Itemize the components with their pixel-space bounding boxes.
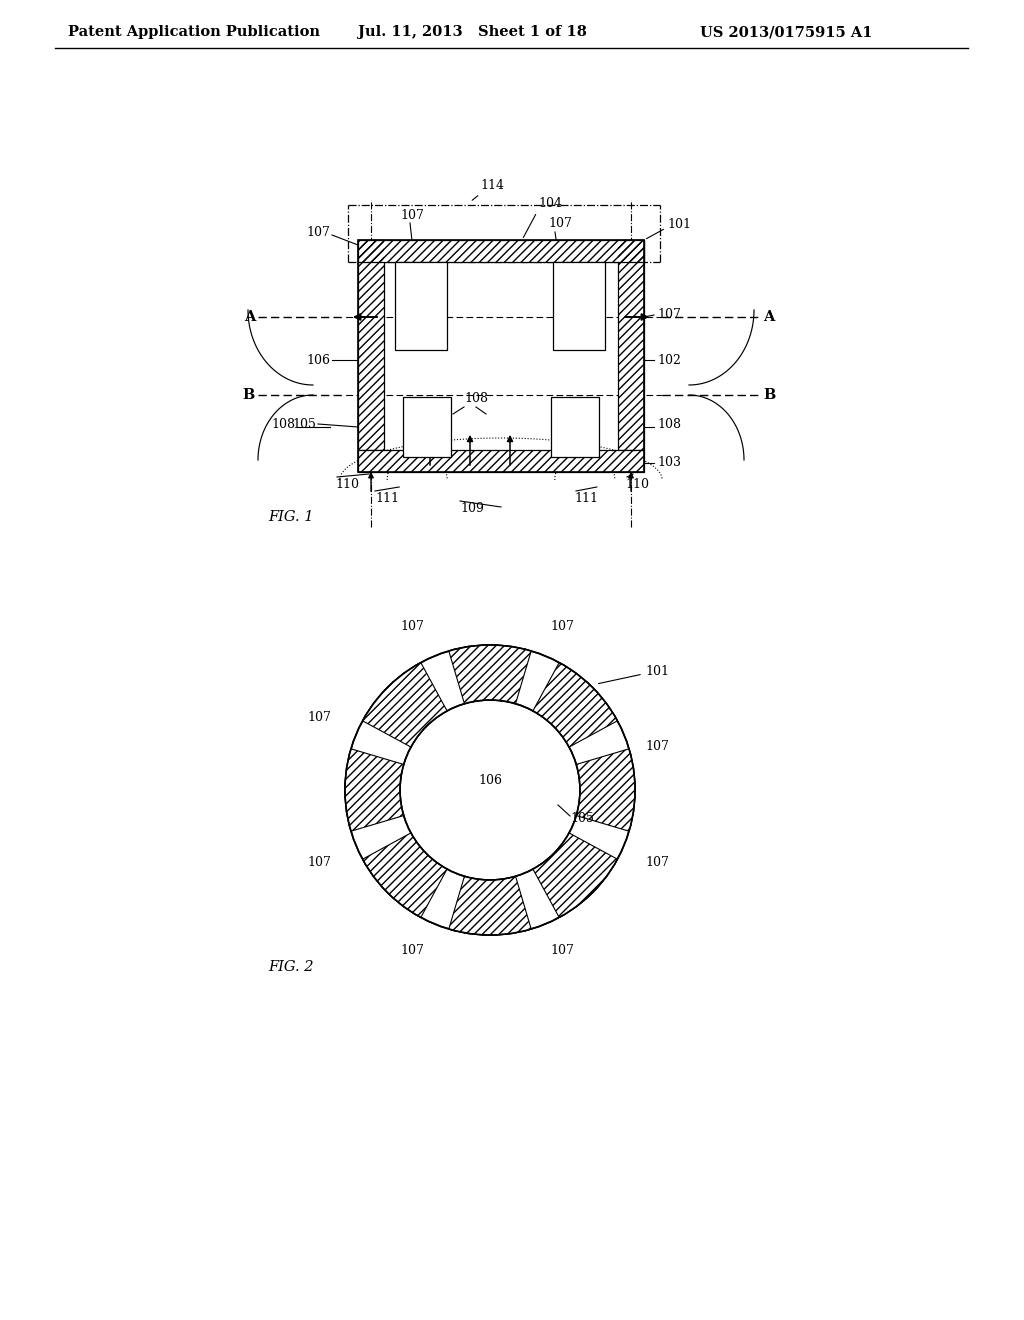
Text: 107: 107: [645, 855, 669, 869]
Bar: [395, 261, 447, 350]
Bar: [618, 240, 644, 450]
Wedge shape: [449, 876, 531, 935]
Wedge shape: [362, 833, 447, 917]
Bar: [358, 240, 644, 261]
Wedge shape: [532, 833, 617, 917]
Text: B: B: [243, 388, 255, 403]
Text: B: B: [763, 388, 775, 403]
Wedge shape: [532, 663, 617, 747]
Bar: [551, 397, 599, 457]
Text: FIG. 1: FIG. 1: [268, 510, 313, 524]
Text: 110: 110: [335, 478, 359, 491]
Bar: [358, 450, 644, 473]
Text: 107: 107: [548, 216, 571, 230]
Text: Patent Application Publication: Patent Application Publication: [68, 25, 319, 40]
Text: 107: 107: [645, 741, 669, 752]
Circle shape: [340, 640, 640, 940]
Text: 107: 107: [400, 209, 424, 222]
Bar: [553, 261, 605, 350]
Bar: [358, 240, 644, 261]
Wedge shape: [345, 748, 403, 832]
Text: 106: 106: [478, 774, 502, 787]
Text: 109: 109: [460, 502, 484, 515]
Wedge shape: [449, 645, 531, 704]
Bar: [358, 240, 384, 450]
Text: 108: 108: [271, 418, 295, 432]
Bar: [618, 240, 644, 450]
Text: 105: 105: [292, 417, 316, 430]
Text: 107: 107: [657, 309, 681, 322]
Text: 107: 107: [400, 620, 424, 634]
Text: 103: 103: [657, 457, 681, 470]
Text: 107: 107: [307, 711, 331, 723]
Text: 107: 107: [551, 620, 574, 634]
Text: A: A: [763, 310, 774, 323]
Wedge shape: [362, 663, 447, 747]
Text: 101: 101: [645, 664, 669, 677]
Bar: [358, 240, 384, 450]
Text: 108: 108: [657, 418, 681, 432]
Wedge shape: [577, 748, 635, 832]
Text: 106: 106: [306, 354, 330, 367]
Bar: [358, 240, 644, 473]
Text: 104: 104: [538, 197, 562, 210]
Text: 107: 107: [551, 944, 574, 957]
Text: 102: 102: [657, 354, 681, 367]
Bar: [403, 397, 451, 457]
Text: 107: 107: [307, 855, 331, 869]
Circle shape: [345, 645, 635, 935]
Text: 111: 111: [375, 492, 399, 506]
Text: 114: 114: [480, 180, 504, 191]
Text: 108: 108: [464, 392, 488, 405]
Circle shape: [400, 700, 580, 880]
Text: 107: 107: [400, 944, 424, 957]
Text: US 2013/0175915 A1: US 2013/0175915 A1: [700, 25, 872, 40]
Text: FIG. 2: FIG. 2: [268, 960, 313, 974]
Text: 110: 110: [625, 478, 649, 491]
Text: 105: 105: [570, 812, 594, 825]
Text: 101: 101: [667, 219, 691, 231]
Text: Jul. 11, 2013   Sheet 1 of 18: Jul. 11, 2013 Sheet 1 of 18: [358, 25, 587, 40]
Bar: [358, 450, 644, 473]
Text: A: A: [244, 310, 255, 323]
Text: 107: 107: [306, 226, 330, 239]
Text: 111: 111: [574, 492, 598, 506]
